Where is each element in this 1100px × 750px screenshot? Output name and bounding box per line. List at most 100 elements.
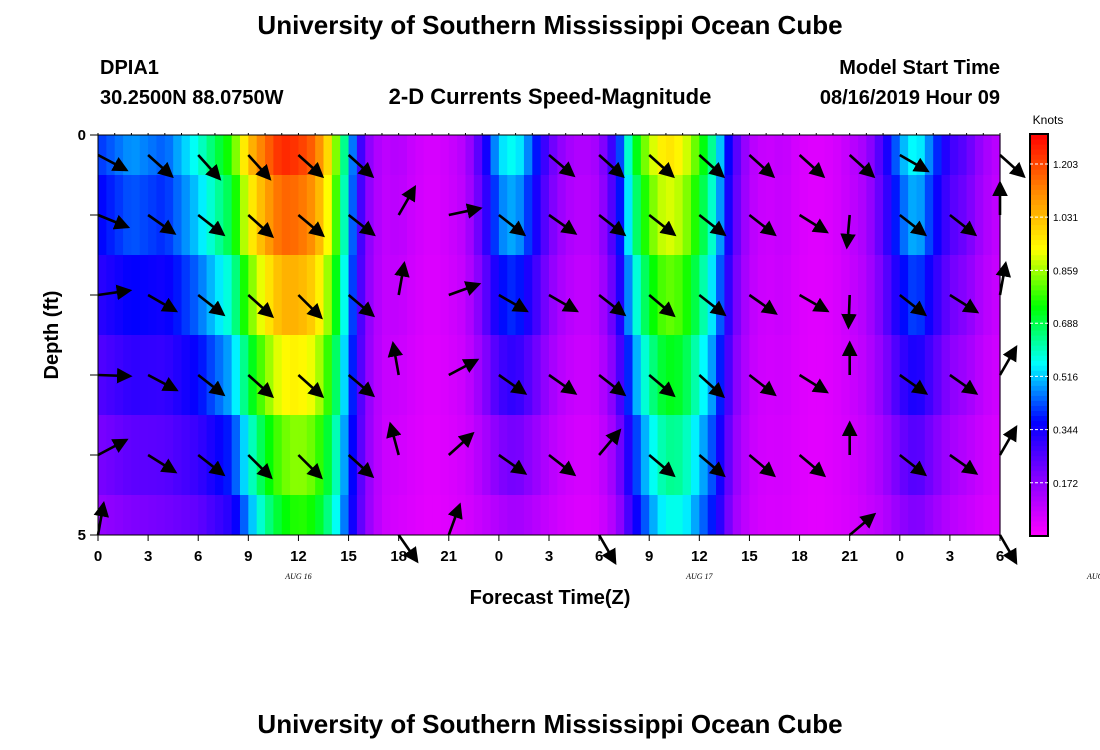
heatmap-cell <box>824 135 834 175</box>
heatmap-cell <box>256 415 266 495</box>
heatmap-cell <box>148 335 158 415</box>
colorbar-segment <box>1030 425 1048 432</box>
current-vector <box>394 260 410 296</box>
heatmap-cell <box>373 335 383 415</box>
heatmap-cell <box>139 415 149 495</box>
heatmap-cell <box>256 135 266 175</box>
current-vector <box>548 213 578 235</box>
heatmap-cell <box>874 175 884 255</box>
current-vector <box>748 373 777 397</box>
heatmap-cell <box>398 175 408 255</box>
heatmap-cell <box>640 335 650 415</box>
heatmap-cell <box>749 415 759 495</box>
x-tick-label: 3 <box>946 548 954 565</box>
colorbar-segment <box>1030 239 1048 246</box>
heatmap-cell <box>298 335 308 415</box>
colorbar-segment <box>1030 159 1048 165</box>
heatmap-cell <box>323 175 333 255</box>
heatmap-cell <box>398 135 408 175</box>
current-vector <box>386 421 402 456</box>
colorbar: 0.172 0.344 0.516 0.688 0.859 1.031 1.203 <box>1029 133 1078 537</box>
heatmap-cell <box>156 135 166 175</box>
heatmap-cell <box>991 335 1001 415</box>
x-tick-label: 0 <box>94 548 102 565</box>
heatmap-cell <box>273 335 283 415</box>
heatmap-cell <box>766 135 776 175</box>
heatmap-cell <box>899 135 909 175</box>
colorbar-tick-label: 0.344 <box>1053 426 1078 437</box>
heatmap-cell <box>649 495 659 535</box>
heatmap-cell <box>365 415 375 495</box>
heatmap-cell <box>791 415 801 495</box>
heatmap-cell <box>457 255 467 335</box>
heatmap-cell <box>916 495 926 535</box>
heatmap-cell <box>523 495 533 535</box>
heatmap-cell <box>732 495 742 535</box>
heatmap-cell <box>624 175 634 255</box>
heatmap-cell <box>306 175 316 255</box>
heatmap-cell <box>599 175 609 255</box>
heatmap-cell <box>549 135 558 175</box>
heatmap-cell <box>206 175 216 255</box>
heatmap-cell <box>549 255 558 335</box>
heatmap-cell <box>148 135 158 175</box>
heatmap-cell <box>590 415 600 495</box>
heatmap-cell <box>916 175 926 255</box>
current-vector <box>598 373 627 397</box>
colorbar-segment <box>1030 284 1048 291</box>
current-vector <box>197 453 226 477</box>
heatmap-cell <box>866 335 876 415</box>
current-vector <box>698 213 727 237</box>
heatmap-cell <box>574 135 584 175</box>
heatmap-cell <box>924 175 934 255</box>
heatmap-cell <box>966 415 976 495</box>
heatmap-cell <box>348 335 358 415</box>
heatmap-cell <box>741 175 751 255</box>
heatmap-cell <box>265 495 274 535</box>
current-vector <box>498 293 529 313</box>
heatmap-cell <box>549 495 558 535</box>
heatmap-cell <box>624 255 634 335</box>
current-vectors <box>93 153 1026 565</box>
heatmap-cell <box>557 255 567 335</box>
heatmap-cell <box>590 495 600 535</box>
heatmap-cell <box>782 495 792 535</box>
current-vector <box>97 153 129 172</box>
current-vector <box>898 453 928 477</box>
heatmap-cell <box>390 175 400 255</box>
heatmap-cell <box>674 335 684 415</box>
current-vector <box>798 213 829 234</box>
heatmap-cell <box>732 135 742 175</box>
heatmap-cell <box>716 135 725 175</box>
colorbar-segment <box>1030 385 1048 391</box>
heatmap-cell <box>690 335 700 415</box>
heatmap-cell <box>298 415 308 495</box>
heatmap-cell <box>407 495 416 535</box>
heatmap-cell <box>707 135 717 175</box>
current-vector <box>247 154 272 181</box>
heatmap-cell <box>448 255 458 335</box>
heatmap-cell <box>189 255 199 335</box>
colorbar-segment <box>1030 515 1048 522</box>
heatmap-cell <box>139 135 149 175</box>
heatmap-cell <box>148 495 158 535</box>
current-vector <box>498 213 527 237</box>
heatmap-cell <box>114 175 124 255</box>
heatmap-cell <box>749 255 759 335</box>
footer-title: University of Southern Mississippi Ocean… <box>257 709 843 739</box>
heatmap-cell <box>690 415 700 495</box>
heatmap-cell <box>749 495 759 535</box>
colorbar-segment <box>1030 244 1048 251</box>
y-tick-label: 0 <box>78 127 86 144</box>
heatmap-cell <box>983 415 993 495</box>
heatmap-cell <box>682 255 692 335</box>
heatmap-cell <box>365 495 375 535</box>
heatmap-cell <box>156 335 166 415</box>
heatmap-cell <box>607 135 617 175</box>
heatmap-cell <box>315 495 325 535</box>
heatmap-cell <box>832 335 842 415</box>
heatmap-cell <box>131 255 141 335</box>
heatmap-cell <box>582 415 592 495</box>
heatmap-cell <box>624 495 634 535</box>
colorbar-segment <box>1030 520 1048 527</box>
